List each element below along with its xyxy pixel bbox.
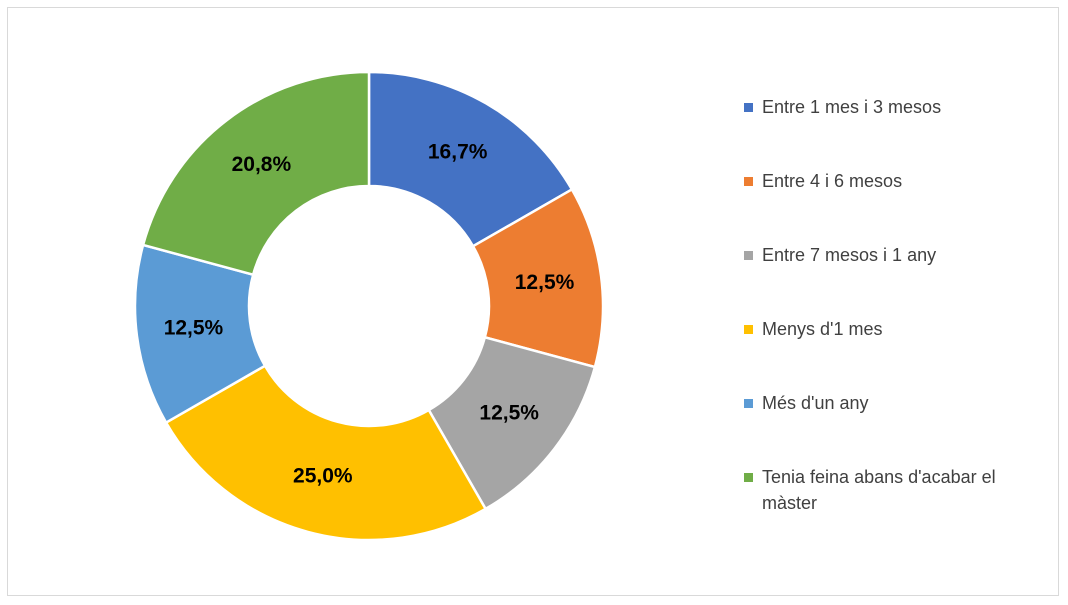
legend-item: Entre 1 mes i 3 mesos [744,94,1054,168]
donut-segment [141,70,371,277]
legend-swatch [744,473,753,482]
legend-item: Entre 7 mesos i 1 any [744,242,1054,316]
donut-segment [367,70,574,248]
donut-segment [164,364,488,542]
legend-item: Menys d'1 mes [744,316,1054,390]
legend-label: Entre 7 mesos i 1 any [762,245,937,265]
data-label: 25,0% [293,464,353,487]
legend-swatch [744,177,753,186]
chart-frame [7,7,1059,596]
legend-swatch [744,399,753,408]
legend-label: Entre 4 i 6 mesos [762,171,903,191]
data-label: 12,5% [515,271,575,294]
legend-label: Tenia feina abans d'acabar el màster [762,467,996,513]
legend-swatch [744,251,753,260]
legend-item: Entre 4 i 6 mesos [744,168,1054,242]
data-label: 12,5% [479,402,539,425]
data-label: 12,5% [164,316,224,339]
legend-item: Tenia feina abans d'acabar el màster [744,464,1054,538]
legend-swatch [744,325,753,334]
legend-label: Més d'un any [762,393,869,413]
legend-label: Entre 1 mes i 3 mesos [762,97,942,117]
legend-label: Menys d'1 mes [762,319,883,339]
legend-item: Més d'un any [744,390,1054,464]
legend: Entre 1 mes i 3 mesos Entre 4 i 6 mesos En… [744,94,1054,538]
data-label: 20,8% [232,153,292,176]
data-label: 16,7% [428,140,488,163]
legend-swatch [744,103,753,112]
